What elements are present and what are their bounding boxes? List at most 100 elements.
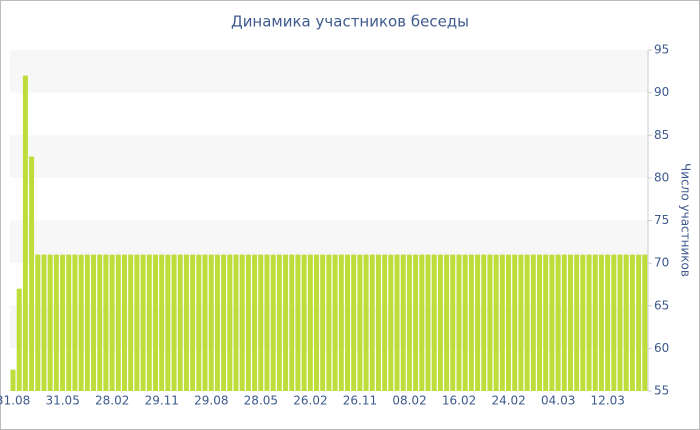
bar <box>481 254 487 391</box>
y-axis-label: Число участников <box>679 163 693 277</box>
bar <box>121 254 127 391</box>
bar <box>35 254 41 391</box>
bar <box>425 254 431 391</box>
bar <box>289 254 295 391</box>
x-tick-label: 26.11 <box>343 394 377 408</box>
bar <box>29 156 35 391</box>
y-tick-label: 70 <box>654 256 669 270</box>
bar <box>202 254 208 391</box>
bar <box>499 254 505 391</box>
bar <box>512 254 518 391</box>
bar <box>97 254 103 391</box>
y-tick-label: 60 <box>654 341 669 355</box>
bar <box>530 254 536 391</box>
bar <box>406 254 412 391</box>
bar <box>270 254 276 391</box>
bar <box>60 254 66 391</box>
bar <box>642 254 648 391</box>
bar <box>636 254 642 391</box>
bar <box>115 254 121 391</box>
bar <box>537 254 542 391</box>
x-tick-label: 31.05 <box>45 394 79 408</box>
bar <box>462 254 468 391</box>
bar <box>22 75 28 391</box>
bar <box>487 254 493 391</box>
x-tick-label: 29.08 <box>194 394 228 408</box>
bar <box>109 254 115 391</box>
bar <box>183 254 189 391</box>
bar <box>326 254 332 391</box>
bar <box>239 254 245 391</box>
bar <box>301 254 307 391</box>
bar <box>165 254 171 391</box>
bar <box>276 254 282 391</box>
x-tick-label: 24.02 <box>491 394 525 408</box>
bar <box>10 369 16 391</box>
bar <box>351 254 357 391</box>
bar <box>431 254 437 391</box>
x-tick-label: 12.03 <box>591 394 625 408</box>
bar <box>140 254 146 391</box>
bar <box>375 254 381 391</box>
bar <box>623 254 629 391</box>
bar <box>53 254 59 391</box>
x-tick-label: 16.02 <box>442 394 476 408</box>
bar <box>16 288 22 391</box>
bar <box>419 254 425 391</box>
bar <box>233 254 239 391</box>
bar <box>332 254 338 391</box>
bar <box>357 254 363 391</box>
x-tick-label: 29.11 <box>145 394 179 408</box>
bar <box>574 254 580 391</box>
bar <box>344 254 350 391</box>
bar <box>561 254 567 391</box>
x-tick-label: 31.08 <box>0 394 30 408</box>
grid-band <box>10 50 648 93</box>
bar <box>444 254 450 391</box>
y-tick-label: 65 <box>654 298 669 312</box>
bar <box>307 254 313 391</box>
bar <box>388 254 394 391</box>
bar <box>450 254 456 391</box>
bar <box>72 254 78 391</box>
bar <box>196 254 202 391</box>
bar <box>258 254 264 391</box>
bar <box>413 254 419 391</box>
bar <box>598 254 604 391</box>
x-tick-label: 28.05 <box>244 394 278 408</box>
bar <box>314 254 320 391</box>
bar <box>338 254 344 391</box>
bar <box>171 254 177 391</box>
x-tick-label: 28.02 <box>95 394 129 408</box>
bar <box>400 254 406 391</box>
bar <box>456 254 462 391</box>
bar <box>159 254 165 391</box>
bar <box>382 254 388 391</box>
bar <box>567 254 573 391</box>
bar <box>252 254 258 391</box>
bar <box>78 254 84 391</box>
bar <box>543 254 549 391</box>
x-tick-label: 26.02 <box>293 394 327 408</box>
bar <box>580 254 586 391</box>
bar <box>221 254 227 391</box>
bar <box>617 254 623 391</box>
bar <box>214 254 220 391</box>
bar <box>493 254 499 391</box>
bar <box>264 254 270 391</box>
bar <box>320 254 326 391</box>
bar <box>66 254 72 391</box>
bar <box>586 254 592 391</box>
x-tick-label: 04.03 <box>541 394 575 408</box>
bar <box>84 254 90 391</box>
bar <box>475 254 481 391</box>
bar <box>227 254 233 391</box>
bar <box>41 254 47 391</box>
bar <box>152 254 158 391</box>
bar <box>177 254 183 391</box>
bar <box>506 254 512 391</box>
bar <box>283 254 289 391</box>
bar <box>146 254 152 391</box>
chart-title: Динамика участников беседы <box>231 13 469 31</box>
